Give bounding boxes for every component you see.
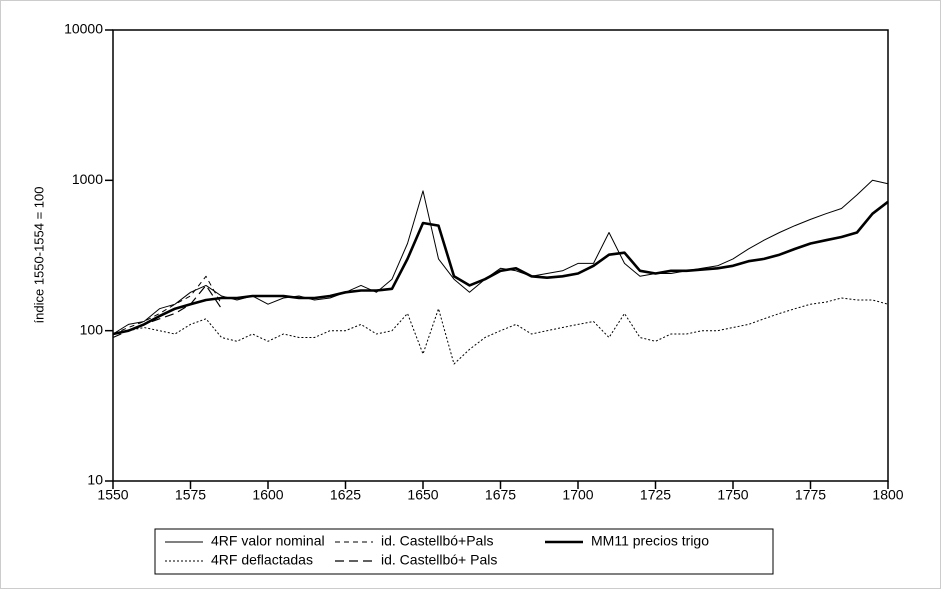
y-tick-label: 10000 [64,21,103,37]
x-tick-label: 1625 [330,487,361,503]
x-tick-label: 1750 [717,487,748,503]
x-tick-label: 1725 [640,487,671,503]
legend-frame [154,528,774,575]
legend-label: MM11 precios trigo [591,533,709,549]
y-axis-label: índice 1550-1554 = 100 [31,187,46,324]
x-tick-label: 1575 [175,487,206,503]
x-tick-label: 1600 [252,487,283,503]
x-tick-label: 1800 [872,487,903,503]
y-tick-label: 1000 [72,171,103,187]
series-line [112,297,889,365]
series-line [112,284,222,339]
y-tick-label: 100 [80,321,104,337]
x-tick-label: 1675 [485,487,516,503]
x-tick-label: 1775 [795,487,826,503]
x-tick-label: 1650 [407,487,438,503]
series-line [112,275,222,335]
legend-label: id. Castellbó+ Pals [381,552,497,568]
legend-label: 4RF deflactadas [211,552,313,568]
series-line [112,179,889,335]
legend-label: 4RF valor nominal [211,533,325,549]
y-tick-label: 10 [87,472,103,488]
series-line [112,200,889,336]
legend-label: id. Castellbó+Pals [381,533,493,549]
x-tick-label: 1700 [562,487,593,503]
x-tick-label: 1550 [97,487,128,503]
